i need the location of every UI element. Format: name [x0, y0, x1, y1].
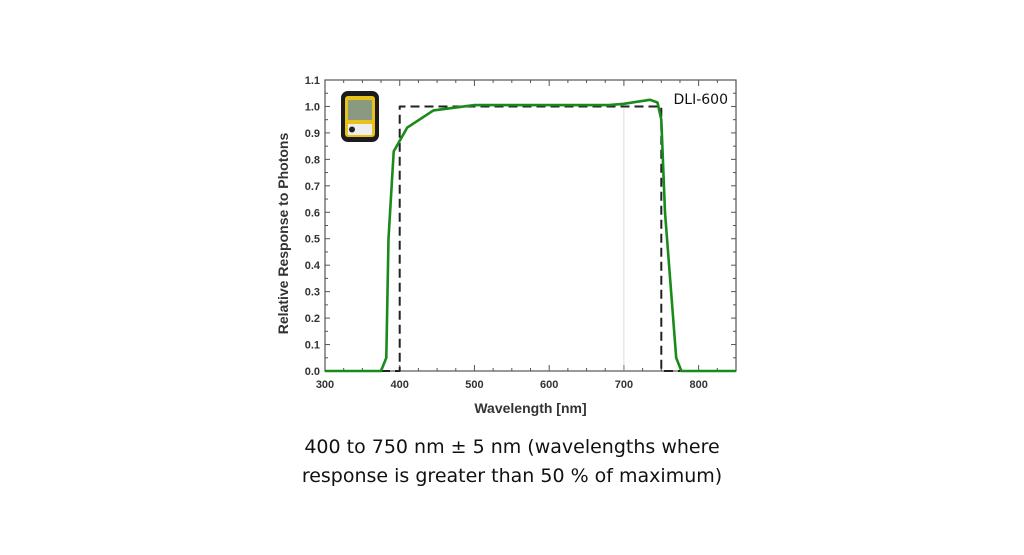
y-tick-label: 0.3 — [305, 287, 320, 299]
caption: 400 to 750 nm ± 5 nm (wavelengths where … — [0, 433, 1024, 491]
device-label: DLI-600 — [674, 92, 728, 108]
y-tick-label: 1.0 — [305, 101, 320, 113]
y-axis-label: Relative Response to Photons — [275, 133, 291, 335]
y-tick-label: 1.1 — [305, 75, 320, 87]
x-tick-label: 800 — [689, 379, 707, 391]
y-tick-label: 0.9 — [305, 128, 320, 140]
caption-line-2: response is greater than 50 % of maximum… — [301, 465, 723, 487]
sensor-response-line — [325, 98, 736, 373]
y-tick-label: 0.8 — [305, 154, 320, 166]
x-tick-label: 700 — [615, 379, 633, 391]
x-tick-label: 300 — [316, 379, 334, 391]
x-tick-label: 500 — [465, 379, 483, 391]
x-tick-label: 400 — [391, 379, 409, 391]
y-tick-label: 0.0 — [305, 366, 320, 378]
y-tick-label: 0.6 — [305, 207, 320, 219]
y-tick-label: 0.7 — [305, 181, 320, 193]
y-tick-label: 0.5 — [305, 234, 320, 246]
light-meter-device-icon — [341, 91, 379, 142]
y-tick-label: 0.1 — [305, 340, 320, 352]
plot-frame — [324, 79, 737, 372]
y-tick-label: 0.2 — [305, 313, 320, 325]
x-axis-label: Wavelength [nm] — [474, 400, 586, 416]
ideal-response-line — [325, 105, 736, 372]
x-tick-label: 600 — [540, 379, 558, 391]
y-tick-label: 0.4 — [305, 260, 321, 272]
caption-line-1: 400 to 750 nm ± 5 nm (wavelengths where — [304, 436, 720, 458]
chart: 0.0 0.1 0.2 0.3 0.4 0.5 0.6 0.7 0.8 0.9 1.0 1.1 300 4… — [275, 75, 737, 416]
